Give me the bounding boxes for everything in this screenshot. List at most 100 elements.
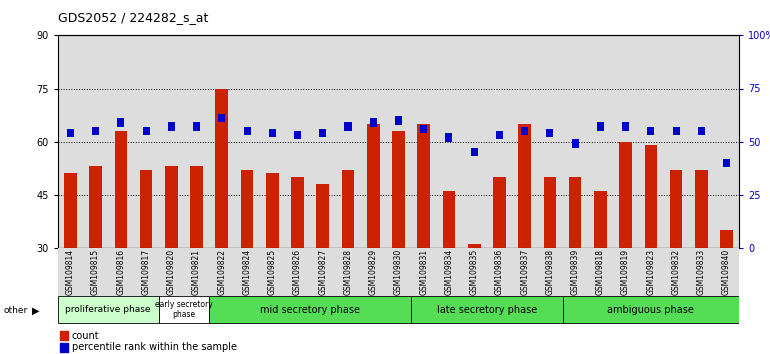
Text: mid secretory phase: mid secretory phase (260, 305, 360, 315)
Text: GSM109829: GSM109829 (369, 249, 378, 295)
Bar (395, 116, 402, 125)
Text: GSM109820: GSM109820 (167, 249, 176, 295)
Bar (544, 177, 556, 248)
Bar (218, 114, 226, 122)
Text: GSM109827: GSM109827 (318, 249, 327, 295)
Bar (588, 248, 613, 296)
Bar (140, 170, 152, 248)
Bar (638, 248, 664, 296)
Bar (370, 118, 377, 127)
Text: GDS2052 / 224282_s_at: GDS2052 / 224282_s_at (58, 11, 208, 24)
Text: ambiguous phase: ambiguous phase (608, 305, 695, 315)
Bar (58, 35, 83, 248)
Text: GSM109826: GSM109826 (293, 249, 302, 295)
FancyBboxPatch shape (58, 296, 159, 323)
Bar (165, 166, 178, 248)
Bar (619, 142, 632, 248)
Bar (344, 122, 352, 131)
Bar (664, 35, 688, 248)
Bar (664, 248, 688, 296)
Bar (336, 35, 360, 248)
Text: GSM109837: GSM109837 (521, 249, 529, 295)
Bar (266, 173, 279, 248)
Bar (688, 248, 714, 296)
Bar (493, 177, 506, 248)
Bar (594, 191, 607, 248)
Bar (714, 35, 739, 248)
Bar (285, 35, 310, 248)
Text: other: other (3, 306, 27, 315)
Bar (234, 35, 259, 248)
Bar (216, 88, 228, 248)
Bar (64, 173, 77, 248)
Bar (597, 122, 604, 131)
Bar (310, 248, 336, 296)
Text: early secretory
phase: early secretory phase (155, 300, 213, 319)
Bar (723, 159, 730, 167)
Bar (563, 35, 588, 248)
Bar (117, 118, 125, 127)
Bar (622, 122, 629, 131)
Text: GSM109828: GSM109828 (343, 249, 353, 295)
Text: proliferative phase: proliferative phase (65, 305, 151, 314)
Bar (461, 248, 487, 296)
Text: GSM109830: GSM109830 (394, 249, 403, 295)
Bar (190, 166, 203, 248)
Bar (411, 248, 437, 296)
Bar (386, 35, 411, 248)
Bar (468, 244, 480, 248)
Bar (714, 248, 739, 296)
Text: GSM109824: GSM109824 (243, 249, 252, 295)
Bar (648, 127, 654, 135)
Bar (470, 148, 477, 156)
Bar (518, 124, 531, 248)
Text: GSM109831: GSM109831 (419, 249, 428, 295)
Bar (698, 127, 705, 135)
Bar (83, 248, 109, 296)
Bar (443, 191, 455, 248)
Bar (672, 127, 680, 135)
Bar (92, 127, 99, 135)
Bar (487, 248, 512, 296)
Bar (184, 248, 209, 296)
Text: GSM109825: GSM109825 (268, 249, 276, 295)
Text: ▶: ▶ (32, 306, 40, 315)
Text: GSM109816: GSM109816 (116, 249, 126, 295)
Bar (193, 122, 200, 131)
Text: GSM109840: GSM109840 (722, 249, 731, 295)
Text: GSM109835: GSM109835 (470, 249, 479, 295)
Bar (67, 129, 74, 137)
Bar (320, 129, 326, 137)
Bar (142, 127, 149, 135)
Bar (512, 248, 537, 296)
Bar (310, 35, 336, 248)
Text: GSM109821: GSM109821 (192, 249, 201, 295)
Bar (89, 166, 102, 248)
Text: GSM109819: GSM109819 (621, 249, 630, 295)
Bar (547, 129, 554, 137)
Bar (367, 124, 380, 248)
FancyBboxPatch shape (159, 296, 209, 323)
Bar (360, 35, 386, 248)
Bar (644, 145, 657, 248)
Text: GSM109839: GSM109839 (571, 249, 580, 295)
Text: GSM109836: GSM109836 (495, 249, 504, 295)
Bar (445, 133, 453, 142)
Bar (209, 35, 234, 248)
Bar (184, 35, 209, 248)
FancyBboxPatch shape (411, 296, 563, 323)
Bar (243, 127, 250, 135)
Bar (60, 343, 69, 352)
Bar (496, 131, 503, 139)
Bar (159, 248, 184, 296)
Bar (60, 331, 69, 341)
Text: GSM109815: GSM109815 (91, 249, 100, 295)
Bar (420, 125, 427, 133)
Text: GSM109817: GSM109817 (142, 249, 151, 295)
Bar (109, 35, 133, 248)
Bar (133, 248, 159, 296)
Bar (133, 35, 159, 248)
Bar (386, 248, 411, 296)
Bar (115, 131, 127, 248)
Text: GSM109832: GSM109832 (671, 249, 681, 295)
